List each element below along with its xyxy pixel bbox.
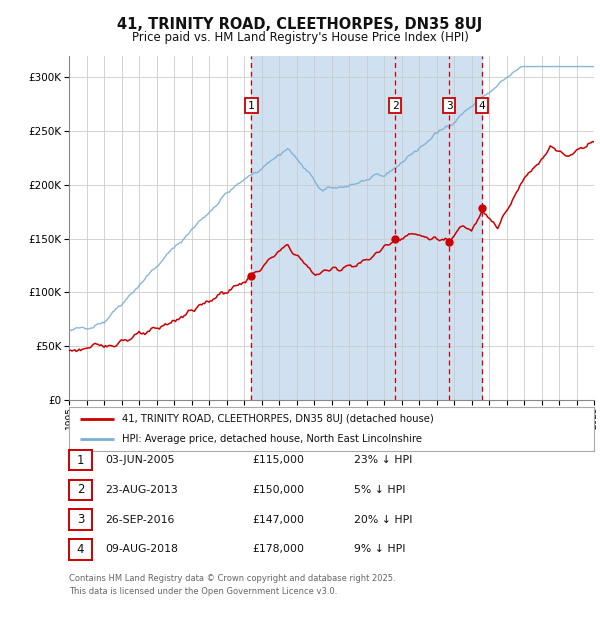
Text: 23-AUG-2013: 23-AUG-2013 bbox=[105, 485, 178, 495]
Text: 03-JUN-2005: 03-JUN-2005 bbox=[105, 455, 175, 465]
Text: 3: 3 bbox=[446, 100, 452, 111]
Text: 4: 4 bbox=[479, 100, 485, 111]
Text: This data is licensed under the Open Government Licence v3.0.: This data is licensed under the Open Gov… bbox=[69, 587, 337, 596]
Text: £178,000: £178,000 bbox=[252, 544, 304, 554]
Text: 41, TRINITY ROAD, CLEETHORPES, DN35 8UJ: 41, TRINITY ROAD, CLEETHORPES, DN35 8UJ bbox=[118, 17, 482, 32]
Text: HPI: Average price, detached house, North East Lincolnshire: HPI: Average price, detached house, Nort… bbox=[121, 434, 421, 445]
Text: 41, TRINITY ROAD, CLEETHORPES, DN35 8UJ (detached house): 41, TRINITY ROAD, CLEETHORPES, DN35 8UJ … bbox=[121, 414, 433, 424]
Text: 09-AUG-2018: 09-AUG-2018 bbox=[105, 544, 178, 554]
Text: 2: 2 bbox=[392, 100, 398, 111]
Text: 1: 1 bbox=[77, 454, 84, 466]
Bar bbox=[251, 56, 482, 400]
Text: Price paid vs. HM Land Registry's House Price Index (HPI): Price paid vs. HM Land Registry's House … bbox=[131, 31, 469, 44]
Text: Contains HM Land Registry data © Crown copyright and database right 2025.: Contains HM Land Registry data © Crown c… bbox=[69, 574, 395, 583]
Text: 3: 3 bbox=[77, 513, 84, 526]
Text: £115,000: £115,000 bbox=[252, 455, 304, 465]
Text: 4: 4 bbox=[77, 543, 84, 556]
Text: 26-SEP-2016: 26-SEP-2016 bbox=[105, 515, 175, 525]
Text: 9% ↓ HPI: 9% ↓ HPI bbox=[354, 544, 406, 554]
Text: 2: 2 bbox=[77, 484, 84, 496]
Text: 5% ↓ HPI: 5% ↓ HPI bbox=[354, 485, 406, 495]
Text: £147,000: £147,000 bbox=[252, 515, 304, 525]
Text: 23% ↓ HPI: 23% ↓ HPI bbox=[354, 455, 412, 465]
Text: £150,000: £150,000 bbox=[252, 485, 304, 495]
Text: 20% ↓ HPI: 20% ↓ HPI bbox=[354, 515, 413, 525]
Text: 1: 1 bbox=[248, 100, 255, 111]
